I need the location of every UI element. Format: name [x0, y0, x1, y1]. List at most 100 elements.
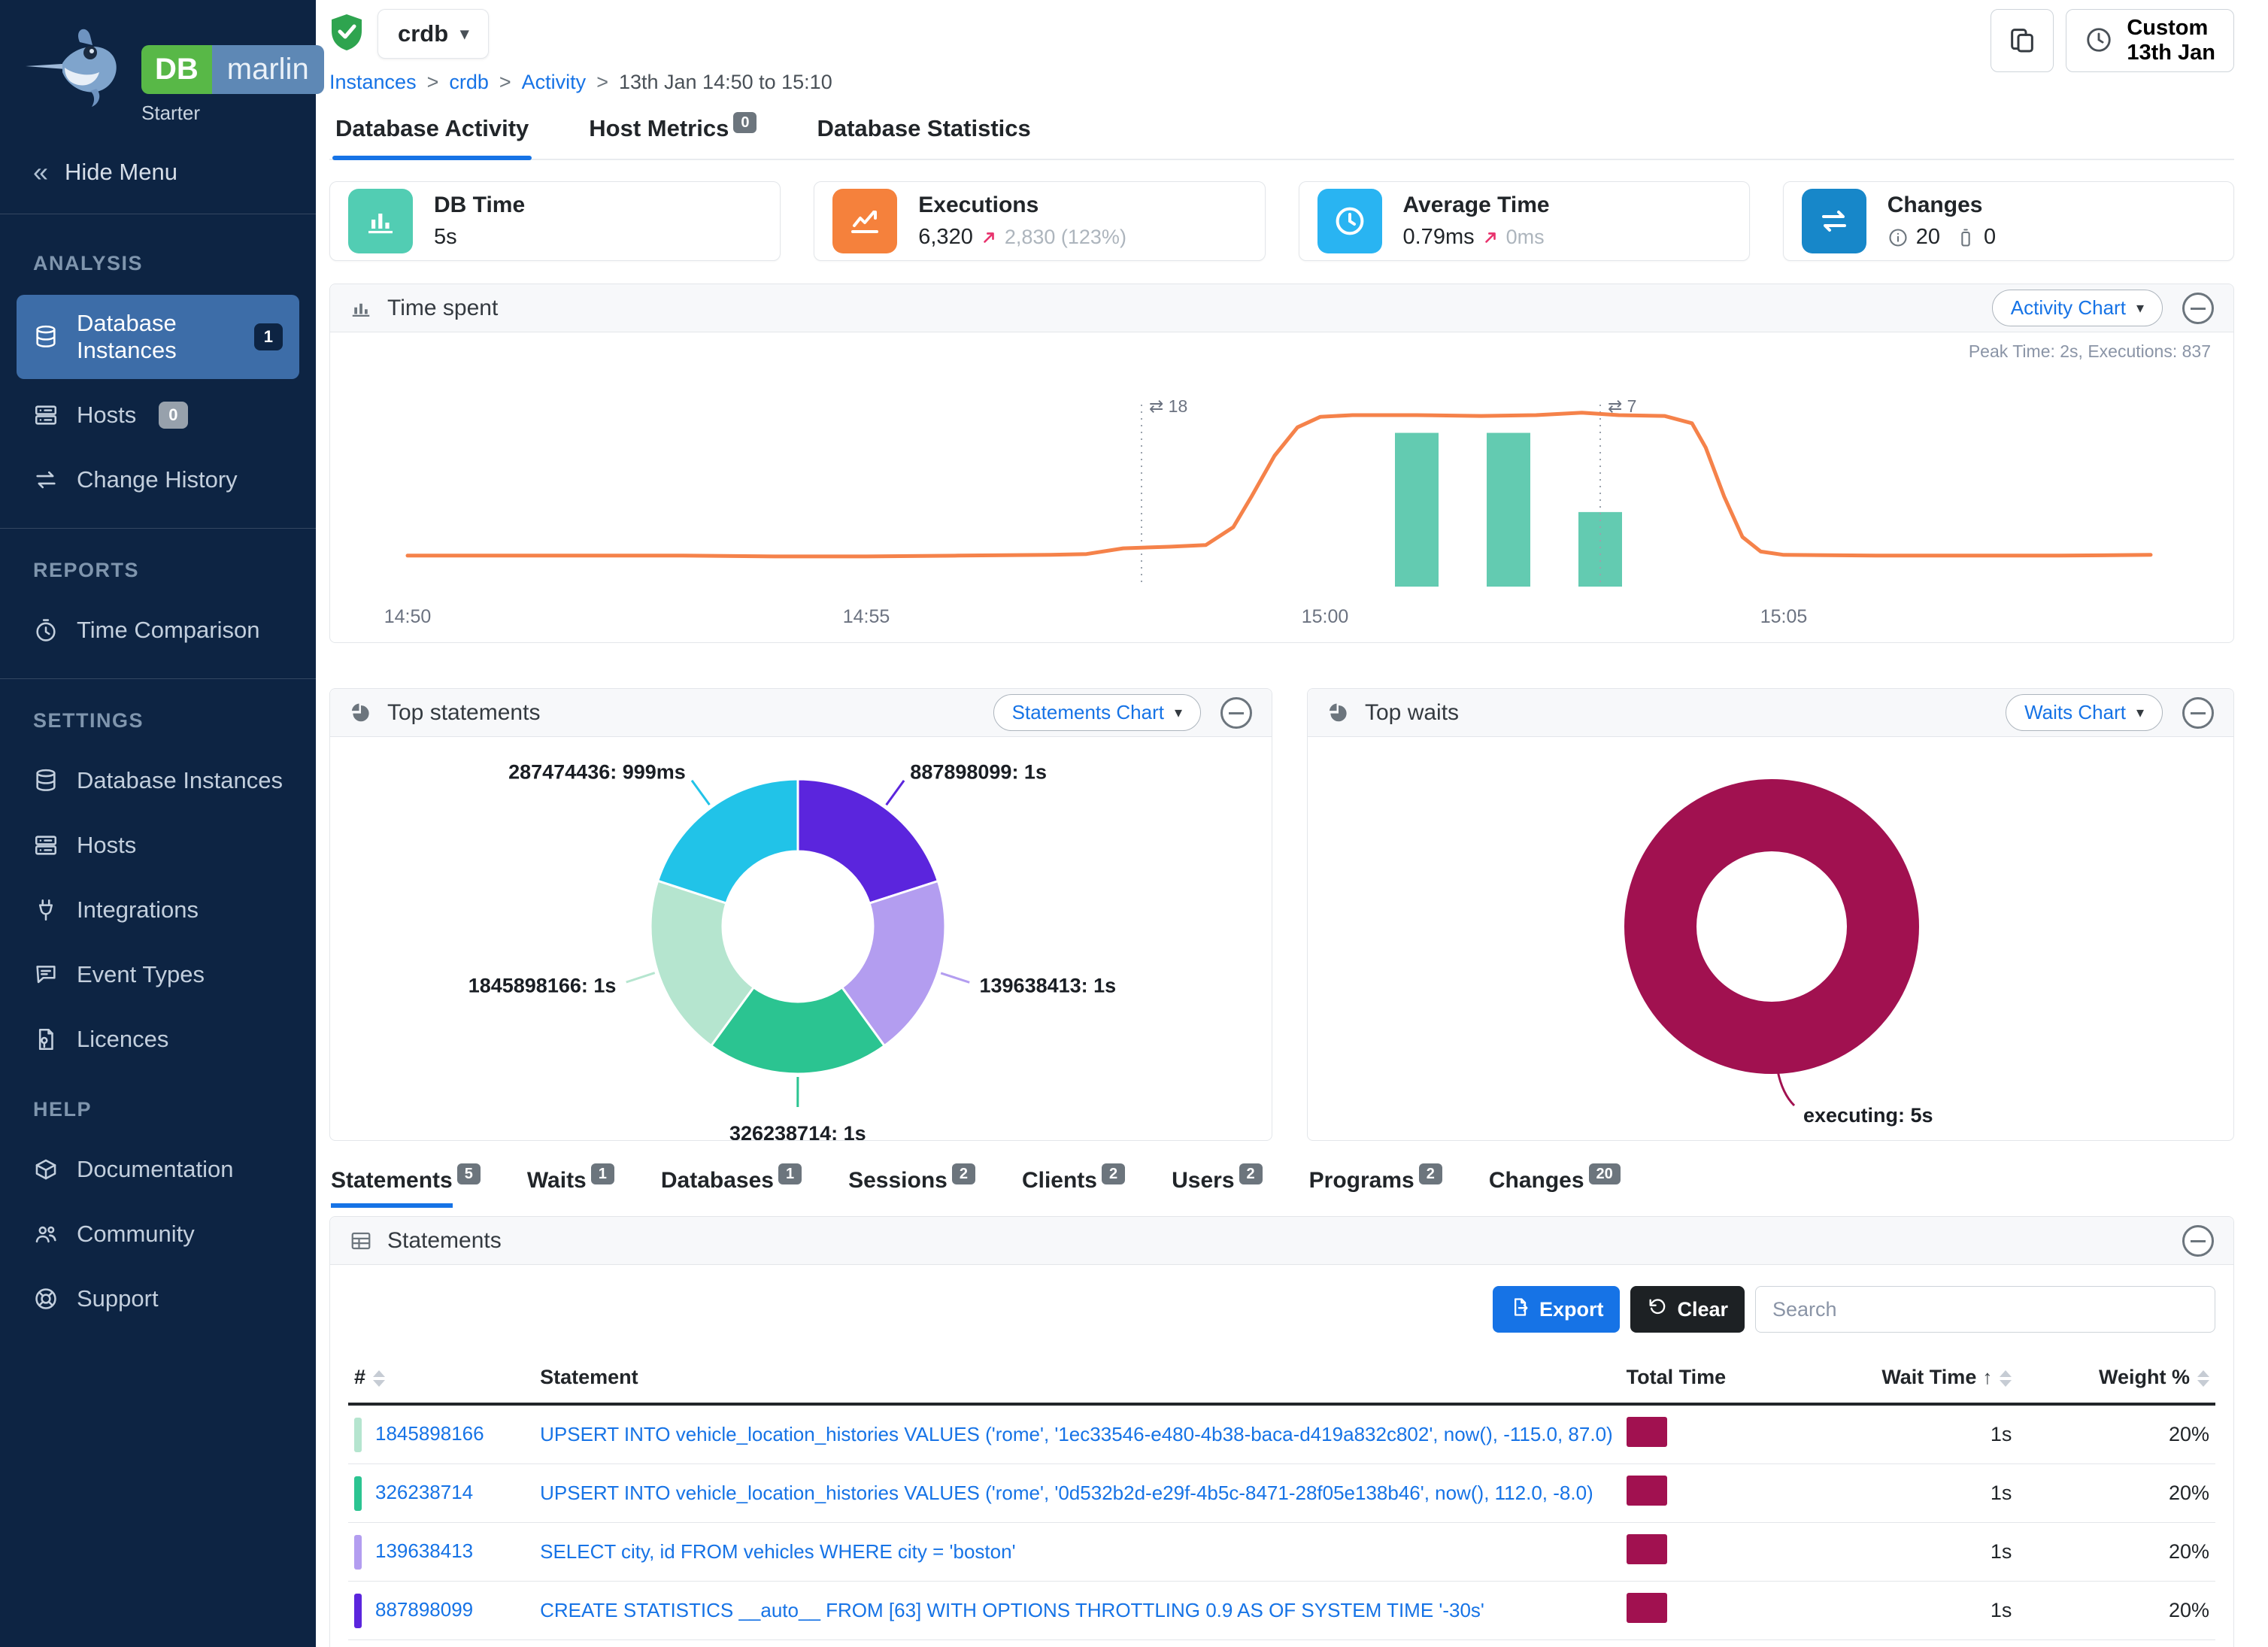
kpi-info-count: 20 — [1915, 225, 1941, 249]
tab-database-activity[interactable]: Database Activity — [332, 100, 532, 160]
sidebar-item-time-comparison[interactable]: Time Comparison — [17, 602, 299, 659]
column-header-total-time[interactable]: Total Time — [1620, 1352, 1749, 1406]
top-statements-donut[interactable]: 887898099: 1s 139638413: 1s 326238714: 1s 1… — [330, 737, 1272, 1145]
kpi-value-row: 5s — [434, 225, 525, 250]
column-header--[interactable]: # — [348, 1352, 535, 1406]
breadcrumb-item[interactable]: crdb — [449, 71, 489, 93]
kpi-value-row: 6,320 2,830 (123%) — [918, 225, 1126, 250]
sidebar-item-hosts[interactable]: Hosts — [17, 817, 299, 874]
statement-sql-link[interactable]: UPSERT INTO vehicle_location_histories V… — [540, 1423, 1613, 1445]
detail-tab-programs[interactable]: Programs 2 — [1309, 1163, 1442, 1194]
executions-bar[interactable] — [1578, 511, 1622, 587]
copy-link-button[interactable] — [1991, 9, 2054, 72]
main-content: crdb ▾ Instances > crdb > Activity >13th Jan … — [316, 0, 2268, 1647]
donut-segment-326238714[interactable] — [709, 985, 887, 1075]
sort-asc-icon: ↑ — [1982, 1366, 1993, 1388]
column-header-statement[interactable]: Statement — [534, 1352, 1621, 1406]
collapse-panel-button[interactable] — [2182, 696, 2214, 729]
sidebar-item-hosts[interactable]: Hosts 0 — [17, 387, 299, 444]
column-header-weight-[interactable]: Weight % — [2018, 1352, 2215, 1406]
export-button[interactable]: Export — [1492, 1286, 1621, 1333]
waits-chart-dropdown[interactable]: Waits Chart ▾ — [2006, 694, 2163, 731]
detail-tab-sessions[interactable]: Sessions 2 — [848, 1163, 975, 1194]
donut-label-leader — [1776, 1070, 1796, 1107]
donut-segment-executing[interactable] — [1624, 779, 1919, 1074]
clear-button[interactable]: Clear — [1630, 1286, 1745, 1333]
detail-tab-clients[interactable]: Clients 2 — [1022, 1163, 1126, 1194]
breadcrumb-item[interactable]: Instances — [329, 71, 417, 93]
statement-sql-link[interactable]: CREATE STATISTICS __auto__ FROM [63] WIT… — [540, 1599, 1484, 1621]
statement-id-link[interactable]: 1845898166 — [375, 1421, 484, 1445]
statement-id-link[interactable]: 887898099 — [375, 1597, 474, 1621]
sidebar-item-integrations[interactable]: Integrations — [17, 881, 299, 939]
statements-chart-dropdown[interactable]: Statements Chart ▾ — [993, 694, 1201, 731]
sidebar-item-database-instances[interactable]: Database Instances — [17, 752, 299, 809]
tab-host-metrics[interactable]: Host Metrics 0 — [586, 100, 760, 159]
sidebar-item-label: Community — [77, 1221, 195, 1247]
tab-label: Database Activity — [335, 115, 529, 141]
statement-id-link[interactable]: 139638413 — [375, 1539, 474, 1562]
table-row: 139638413 SELECT city, id FROM vehicles W… — [348, 1522, 2215, 1582]
statement-color-chip — [354, 1476, 362, 1511]
sidebar-item-community[interactable]: Community — [17, 1206, 299, 1263]
average-time-icon — [1332, 203, 1368, 239]
detail-tab-users[interactable]: Users 2 — [1172, 1163, 1263, 1194]
detail-tab-databases[interactable]: Databases 1 — [661, 1163, 802, 1194]
detail-tab-statements[interactable]: Statements 5 — [331, 1163, 481, 1208]
executions-bar[interactable] — [1487, 432, 1530, 587]
collapse-panel-button[interactable] — [2182, 292, 2214, 324]
activity-chart[interactable]: ⇄ 18 ⇄ 7 14:50 14:55 15:00 15:05 — [330, 332, 2233, 639]
change-marker-label[interactable]: ⇄ 18 — [1149, 396, 1187, 416]
statement-sql-link[interactable]: UPSERT INTO vehicle_location_histories V… — [540, 1482, 1593, 1504]
changes-icon — [1816, 203, 1852, 239]
sidebar-item-licences[interactable]: Licences — [17, 1011, 299, 1068]
sidebar-item-event-types[interactable]: Event Types — [17, 946, 299, 1003]
statement-id-link[interactable]: 326238714 — [375, 1480, 474, 1503]
detail-tab-waits[interactable]: Waits 1 — [527, 1163, 614, 1194]
donut-label: 887898099: 1s — [910, 761, 1047, 784]
detail-tab-changes[interactable]: Changes 20 — [1489, 1163, 1621, 1194]
breadcrumb-item[interactable]: Activity — [521, 71, 587, 93]
sort-icon — [2000, 1369, 2012, 1387]
sidebar-item-database-instances[interactable]: Database Instances 1 — [17, 295, 299, 379]
health-shield-icon — [329, 13, 364, 56]
kpi-value: 0.79ms — [1402, 225, 1475, 249]
time-range-button[interactable]: Custom 13th Jan — [2066, 9, 2234, 72]
top-waits-donut[interactable]: executing: 5s — [1308, 737, 2233, 1140]
panel-title: Top statements — [387, 699, 541, 725]
collapse-panel-button[interactable] — [2182, 1224, 2214, 1257]
peak-note: Peak Time: 2s, Executions: 837 — [1968, 341, 2211, 361]
bar-chart-icon — [350, 297, 372, 320]
donut-segment-139638413[interactable] — [840, 879, 947, 1048]
sidebar-item-support[interactable]: Support — [17, 1270, 299, 1327]
donut-segment-1845898166[interactable] — [649, 879, 756, 1048]
db-time-line[interactable] — [405, 411, 2153, 559]
sidebar-item-change-history[interactable]: Change History — [17, 451, 299, 508]
table-row: 1845898166 UPSERT INTO vehicle_location_h… — [348, 1404, 2215, 1464]
x-axis-tick: 14:55 — [843, 606, 890, 627]
detail-tab-label: Waits — [526, 1168, 587, 1193]
time-range-line1: Custom — [2127, 15, 2209, 40]
panel-title: Statements — [387, 1227, 502, 1253]
executions-bar[interactable] — [1395, 432, 1439, 587]
change-marker-label[interactable]: ⇄ 7 — [1608, 396, 1636, 416]
donut-segment-287474436[interactable] — [656, 778, 799, 905]
collapse-panel-button[interactable] — [1220, 696, 1252, 729]
sidebar-item-documentation[interactable]: Documentation — [17, 1141, 299, 1198]
activity-chart-dropdown[interactable]: Activity Chart ▾ — [1991, 290, 2163, 326]
donut-segment-887898099[interactable] — [796, 778, 940, 905]
column-header-wait-time[interactable]: Wait Time ↑ — [1748, 1352, 2018, 1406]
search-input[interactable] — [1755, 1286, 2215, 1333]
top-statements-panel: Top statements Statements Chart ▾ 887898… — [329, 688, 1272, 1145]
statement-sql-link[interactable]: SELECT city, id FROM vehicles WHERE city… — [540, 1540, 1016, 1563]
statement-color-chip — [354, 1417, 362, 1452]
instance-selector-button[interactable]: crdb ▾ — [377, 9, 490, 59]
donut-label-leader — [690, 779, 711, 805]
change-history-icon — [33, 467, 59, 493]
sort-icon — [373, 1369, 386, 1387]
sidebar-item-label: Database Instances — [77, 767, 284, 793]
tab-database-statistics[interactable]: Database Statistics — [814, 100, 1033, 159]
pie-chart-icon — [350, 702, 372, 724]
hide-menu-button[interactable]: « Hide Menu — [0, 129, 316, 214]
